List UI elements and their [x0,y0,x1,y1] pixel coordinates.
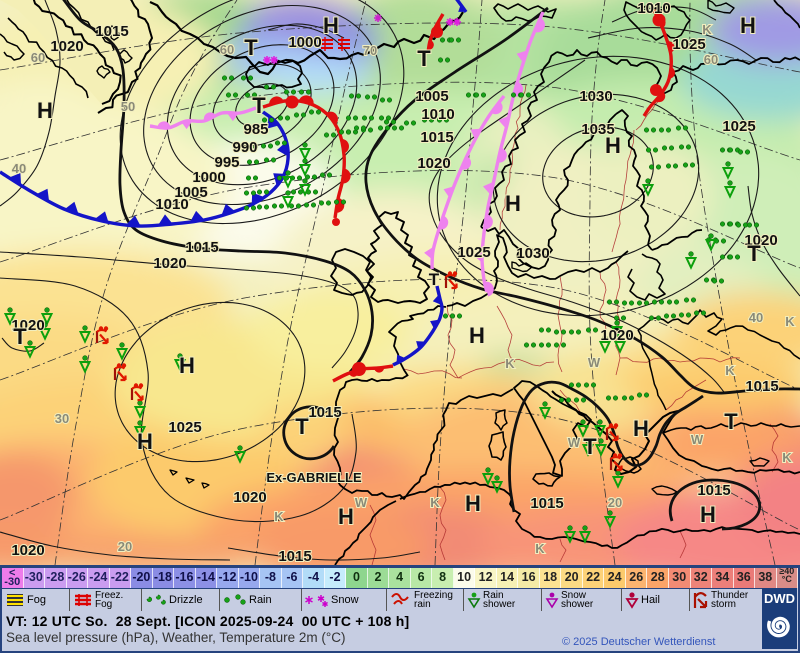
svg-text:1020: 1020 [11,542,44,559]
svg-text:1000: 1000 [192,169,225,186]
svg-text:T: T [724,409,738,434]
svg-text:1010: 1010 [637,0,670,17]
svg-text:H: H [505,191,521,216]
svg-text:H: H [338,504,354,529]
svg-text:H: H [740,13,756,38]
svg-text:1015: 1015 [308,404,341,421]
svg-text:60: 60 [31,50,45,65]
svg-text:1030: 1030 [516,245,549,262]
svg-text:1015: 1015 [185,239,218,256]
svg-text:990: 990 [232,139,257,156]
svg-text:K: K [535,541,545,556]
svg-text:20: 20 [608,495,622,510]
svg-text:T: T [295,414,309,439]
svg-text:1010: 1010 [155,196,188,213]
svg-text:H: H [179,353,195,378]
svg-text:1010: 1010 [421,106,454,123]
svg-text:K: K [505,356,515,371]
svg-text:T: T [747,241,761,266]
svg-text:W: W [355,495,368,510]
svg-text:T: T [583,434,597,459]
svg-text:W: W [588,355,601,370]
svg-text:K: K [430,495,440,510]
svg-text:H: H [605,133,621,158]
svg-text:1025: 1025 [672,36,705,53]
svg-text:995: 995 [214,154,239,171]
svg-text:T: T [429,270,440,289]
svg-text:K: K [274,509,284,524]
svg-text:H: H [469,323,485,348]
svg-text:1015: 1015 [278,548,311,565]
svg-text:1000: 1000 [288,34,321,51]
svg-text:1015: 1015 [420,129,453,146]
svg-text:H: H [323,13,339,38]
svg-text:20: 20 [118,539,132,554]
svg-text:T: T [13,324,27,349]
svg-text:K: K [782,450,792,465]
svg-text:1015: 1015 [530,495,563,512]
svg-text:1005: 1005 [174,184,207,201]
svg-text:H: H [700,502,716,527]
svg-text:1025: 1025 [722,118,755,135]
svg-text:H: H [37,98,53,123]
svg-text:H: H [465,491,481,516]
svg-text:1015: 1015 [697,482,730,499]
svg-text:K: K [702,22,712,37]
svg-text:1020: 1020 [50,38,83,55]
svg-text:Ex-GABRIELLE: Ex-GABRIELLE [266,470,362,485]
svg-text:1005: 1005 [415,88,448,105]
svg-text:1020: 1020 [744,232,777,249]
svg-text:1020: 1020 [233,489,266,506]
svg-text:T: T [252,93,266,118]
svg-text:1020: 1020 [153,255,186,272]
svg-text:W: W [568,435,581,450]
svg-text:K: K [785,314,795,329]
svg-text:40: 40 [749,310,763,325]
svg-text:1015: 1015 [745,378,778,395]
svg-text:1020: 1020 [417,155,450,172]
svg-text:30: 30 [55,411,69,426]
svg-text:1020: 1020 [600,327,633,344]
svg-text:1035: 1035 [581,121,614,138]
svg-text:H: H [137,429,153,454]
svg-text:60: 60 [704,52,718,67]
svg-text:H: H [633,416,649,441]
svg-text:W: W [691,432,704,447]
svg-text:T: T [417,46,431,71]
svg-text:70: 70 [363,43,377,58]
svg-text:1030: 1030 [579,88,612,105]
svg-text:1025: 1025 [457,244,490,261]
svg-text:T: T [244,35,258,60]
svg-text:1020: 1020 [11,317,44,334]
svg-text:50: 50 [121,99,135,114]
svg-text:1025: 1025 [168,419,201,436]
svg-text:40: 40 [12,161,26,176]
svg-text:60: 60 [220,42,234,57]
svg-text:985: 985 [243,121,268,138]
svg-text:1015: 1015 [95,23,128,40]
svg-text:K: K [725,363,735,378]
